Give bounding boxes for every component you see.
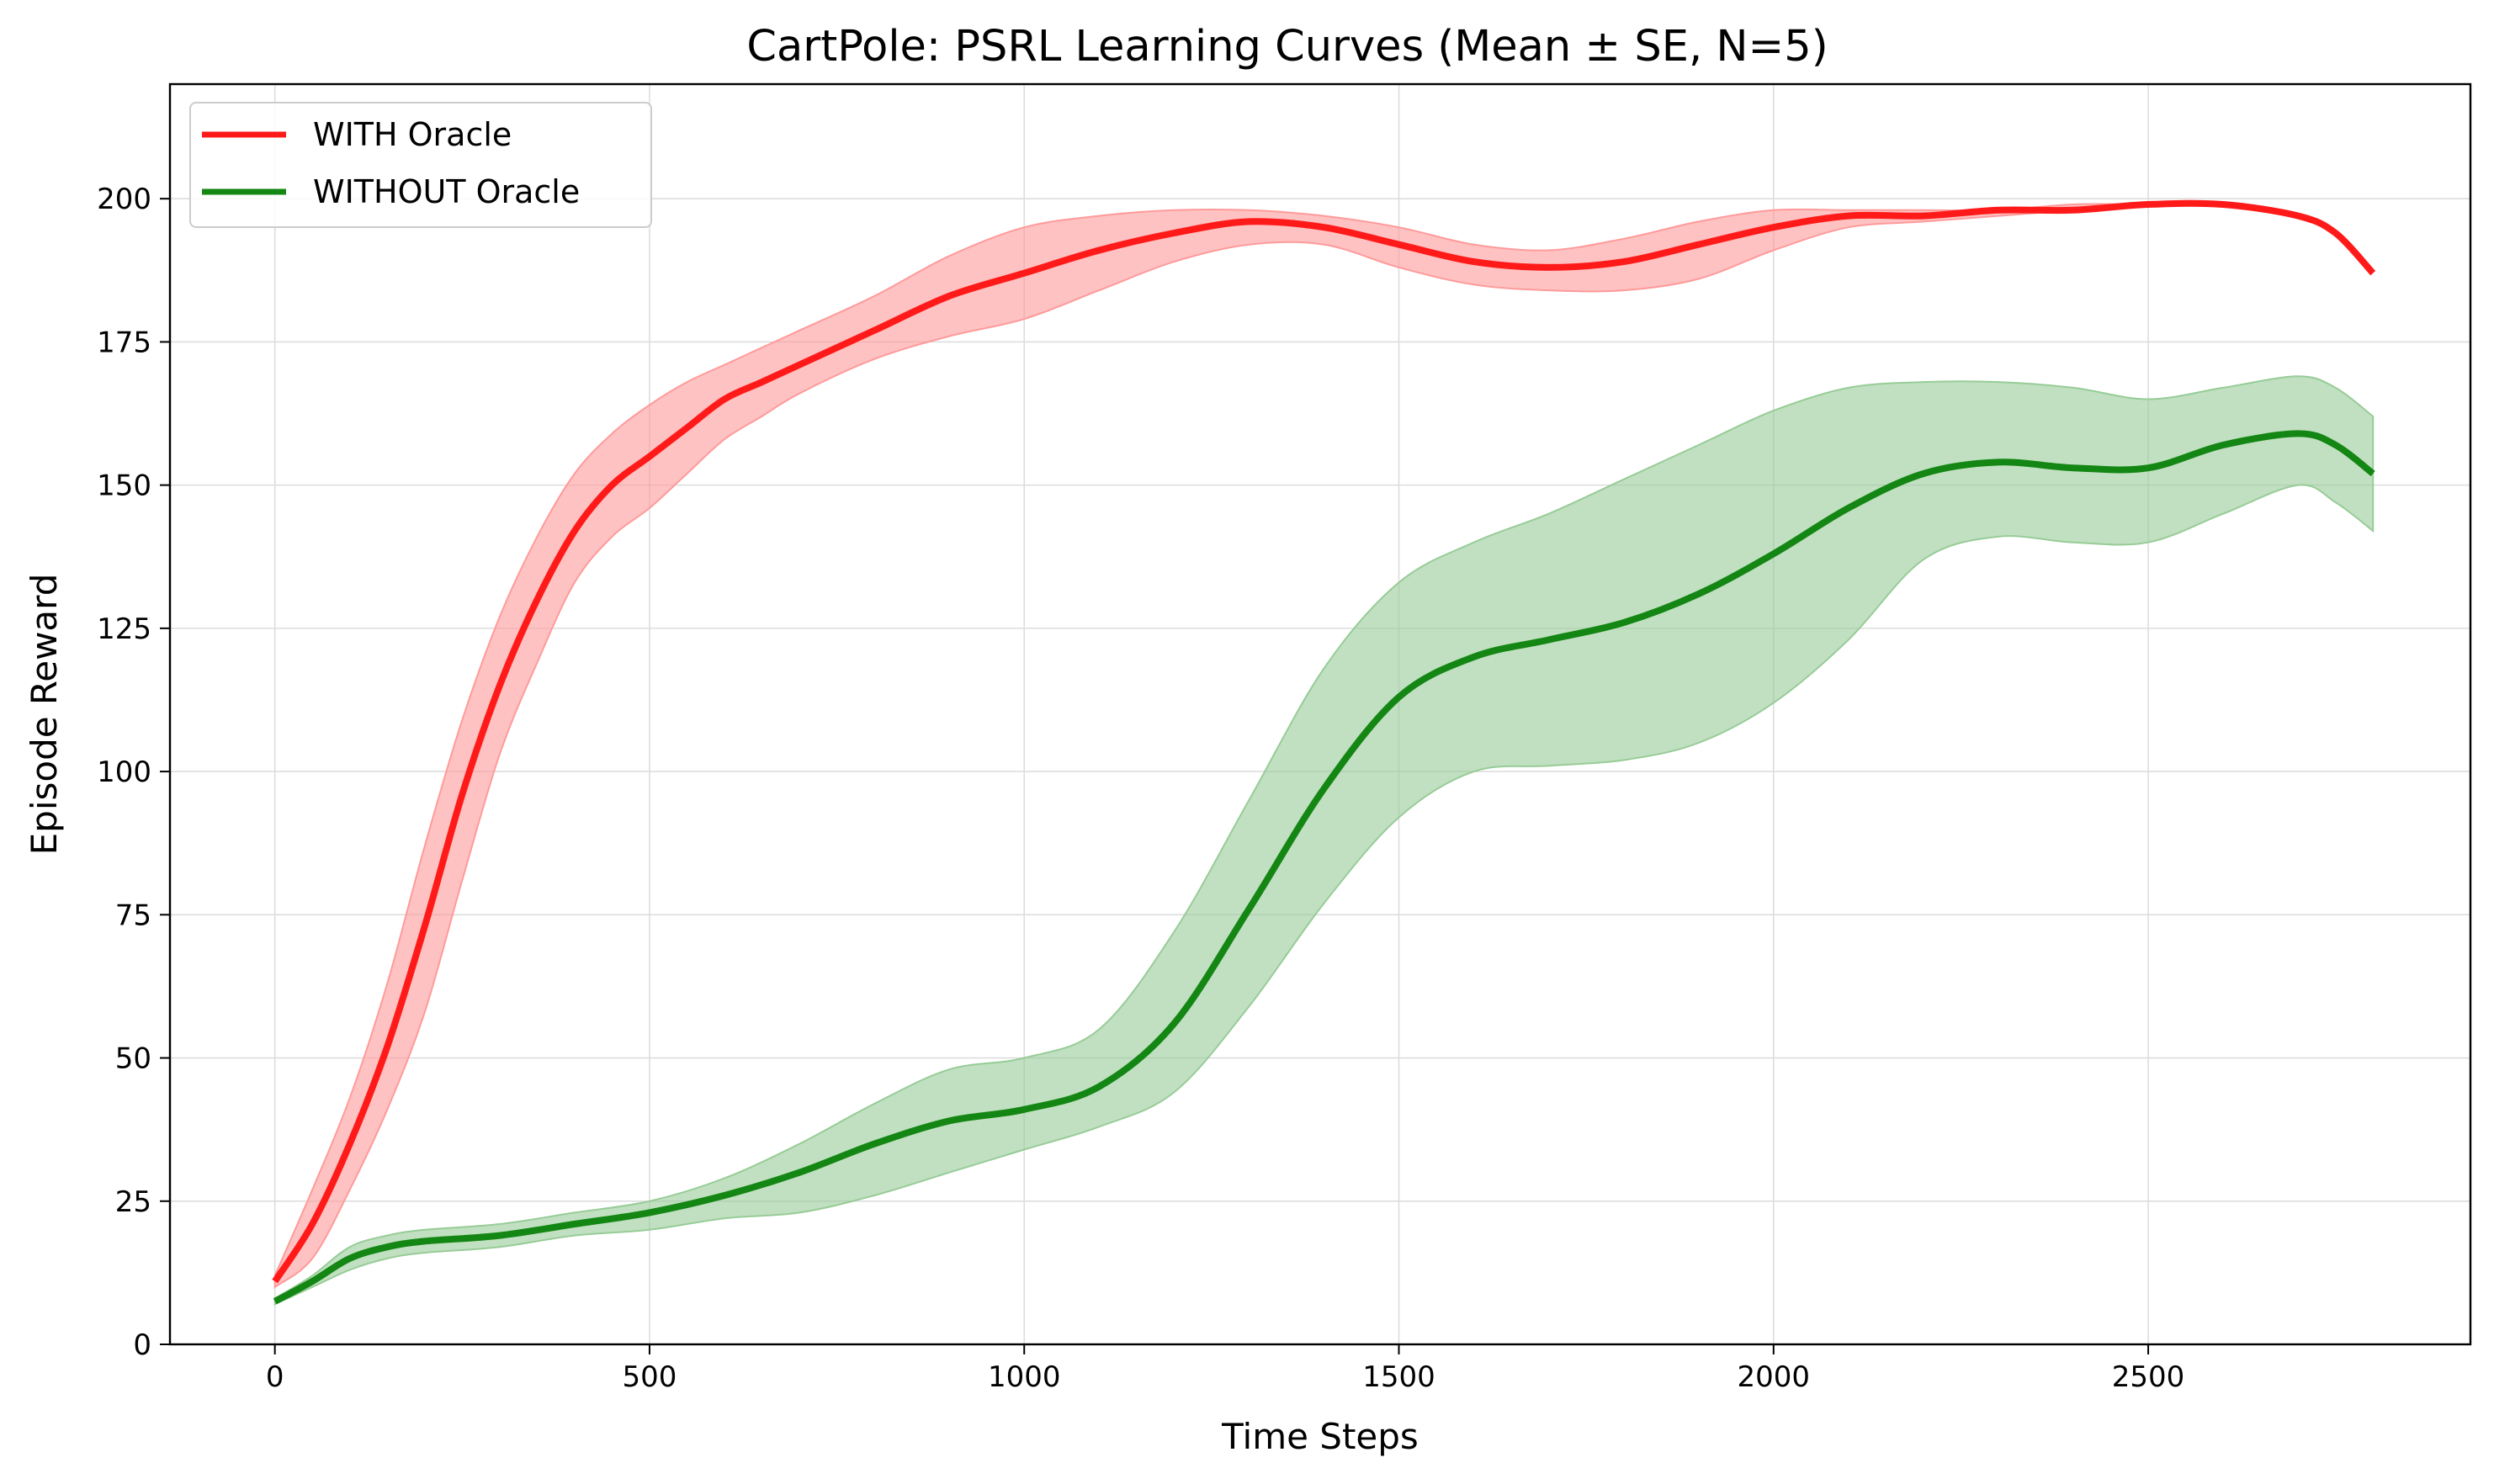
y-tick-label: 200 (97, 183, 151, 216)
y-axis-label: Episode Reward (24, 574, 65, 856)
y-tick-label: 175 (97, 326, 151, 359)
y-axis-ticks: 0 25 50 75 100 125 150 175 200 (97, 183, 170, 1362)
x-tick-label: 1000 (988, 1360, 1061, 1394)
x-axis-ticks: 0 500 1000 1500 2000 2500 (266, 1344, 2184, 1394)
x-tick-label: 2000 (1738, 1360, 1811, 1394)
x-tick-label: 0 (266, 1360, 284, 1394)
y-tick-label: 150 (97, 469, 151, 503)
y-tick-label: 50 (115, 1042, 151, 1076)
y-tick-label: 100 (97, 755, 151, 789)
legend-box (189, 102, 652, 228)
y-tick-label: 25 (115, 1185, 151, 1219)
chart-title: CartPole: PSRL Learning Curves (Mean ± S… (746, 22, 1828, 72)
legend-label-with-oracle: WITH Oracle (313, 116, 512, 153)
y-tick-label: 75 (115, 898, 151, 932)
line-without-oracle (273, 430, 2375, 1305)
x-axis-label: Time Steps (1221, 1416, 1419, 1457)
y-tick-label: 0 (133, 1328, 151, 1362)
plot-area-frame (168, 82, 2472, 1346)
confidence-bands (273, 202, 2375, 1306)
x-tick-label: 2500 (2112, 1360, 2185, 1394)
y-tick-label: 125 (97, 612, 151, 646)
legend-label-without-oracle: WITHOUT Oracle (313, 173, 580, 210)
series-lines (272, 199, 2376, 1305)
x-tick-label: 500 (623, 1360, 677, 1394)
legend: WITH Oracle WITHOUT Oracle (189, 102, 652, 228)
line-with-oracle (272, 199, 2376, 1284)
band-without-oracle (273, 375, 2375, 1306)
x-tick-label: 1500 (1362, 1360, 1435, 1394)
